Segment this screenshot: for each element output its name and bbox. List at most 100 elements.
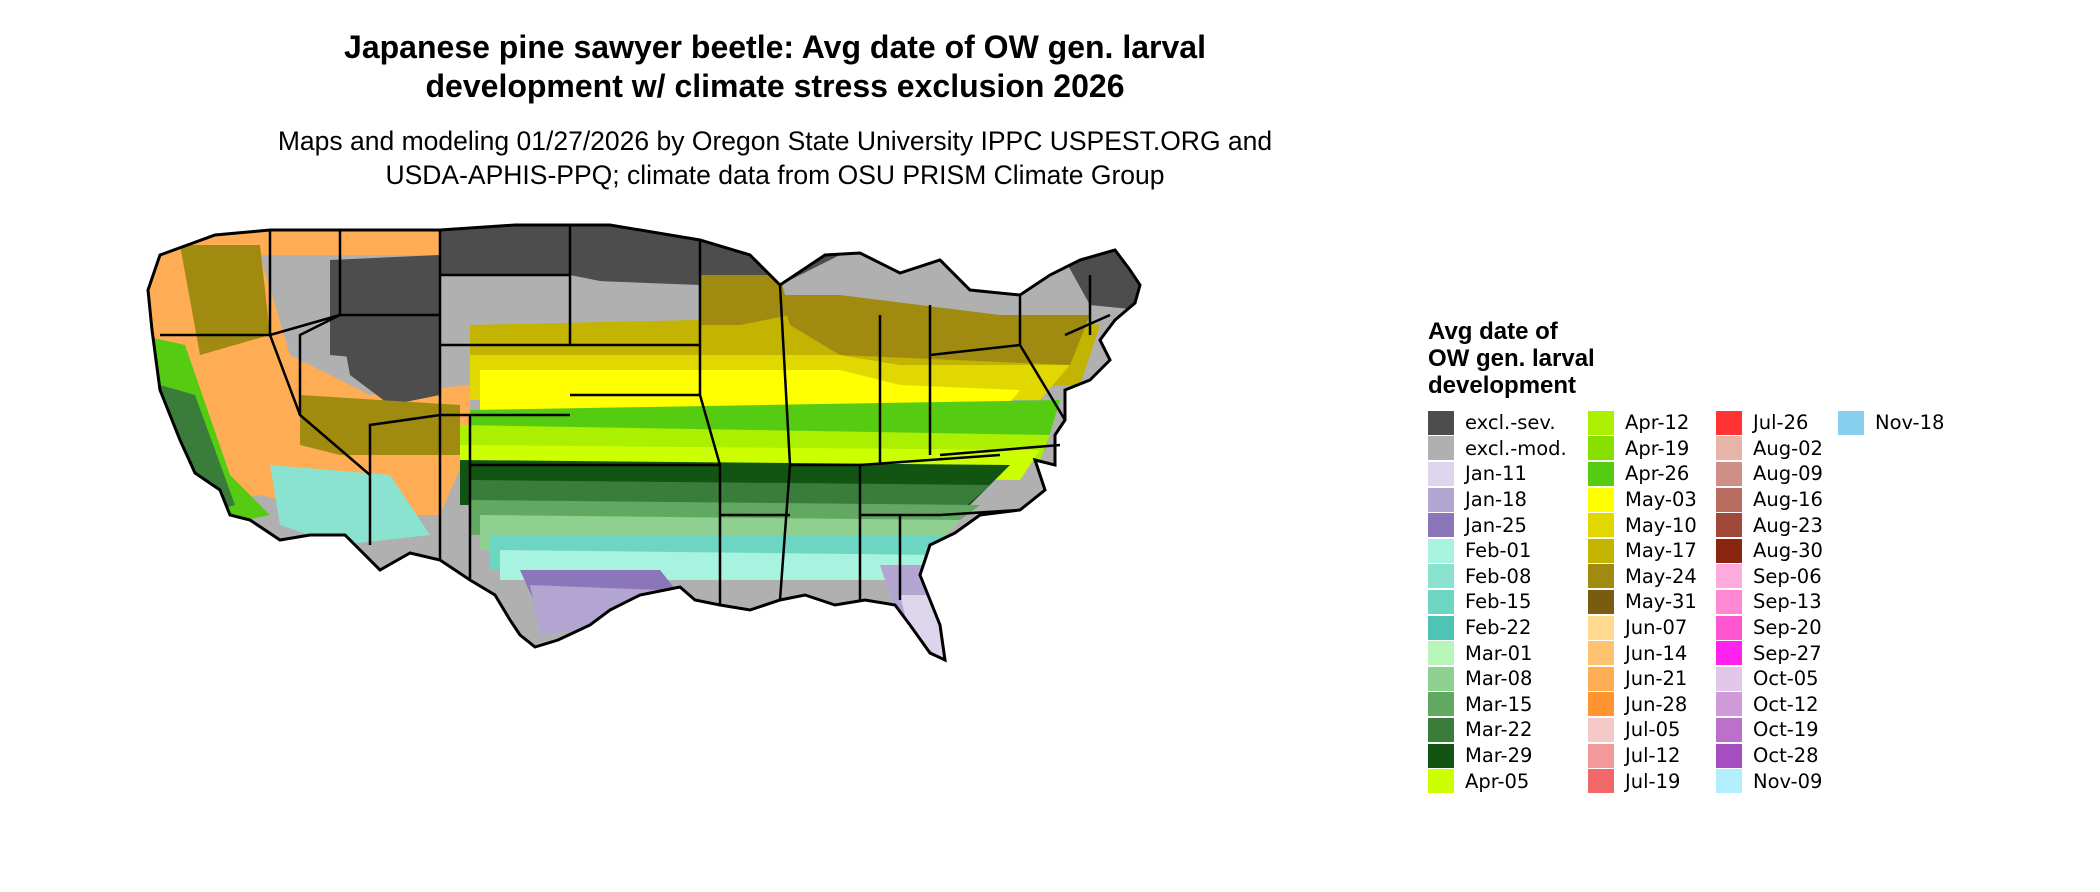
legend-item: Jun-14 — [1588, 640, 1697, 666]
legend-item: Aug-16 — [1716, 487, 1823, 513]
legend-label: Aug-23 — [1753, 513, 1823, 537]
legend-swatch — [1838, 410, 1864, 435]
legend-item: May-24 — [1588, 564, 1697, 590]
legend-swatch — [1716, 692, 1742, 717]
legend-swatch — [1716, 461, 1742, 486]
legend-item: Jan-18 — [1428, 487, 1567, 513]
raster-west-olive — [180, 245, 270, 355]
legend-label: Mar-22 — [1465, 718, 1533, 742]
legend-swatch — [1716, 589, 1742, 614]
state-borders — [160, 225, 1111, 605]
legend-swatch — [1716, 513, 1742, 538]
legend-column: Nov-18 — [1838, 410, 1944, 436]
legend-label: Apr-26 — [1625, 462, 1690, 486]
legend-item: Jun-07 — [1588, 615, 1697, 641]
legend-label: Feb-15 — [1465, 590, 1532, 614]
legend-item: Sep-06 — [1716, 564, 1823, 590]
state-border-lines — [160, 225, 1111, 605]
legend-swatch — [1428, 589, 1454, 614]
us-map — [146, 223, 1142, 663]
legend-label: May-03 — [1625, 488, 1697, 512]
legend-item: excl.-sev. — [1428, 410, 1567, 436]
legend-label: Jun-21 — [1625, 667, 1688, 691]
legend-label: Feb-22 — [1465, 616, 1532, 640]
legend-item: Apr-12 — [1588, 410, 1697, 436]
legend-swatch — [1716, 666, 1742, 691]
legend-label: Jul-19 — [1625, 769, 1681, 793]
legend-item: Nov-09 — [1716, 768, 1823, 794]
legend-label: Oct-05 — [1753, 667, 1819, 691]
raster-west-coast-dark — [160, 385, 235, 515]
legend-label: Mar-15 — [1465, 692, 1533, 716]
legend-swatch — [1428, 513, 1454, 538]
legend-item: Apr-19 — [1588, 436, 1697, 462]
legend-item: Nov-18 — [1838, 410, 1944, 436]
legend-item: Mar-08 — [1428, 666, 1567, 692]
legend-label: Jul-05 — [1625, 718, 1681, 742]
legend-column: excl.-sev. excl.-mod. Jan-11 Jan-18 Jan-25 Fe… — [1428, 410, 1567, 794]
legend-label: Oct-28 — [1753, 744, 1819, 768]
legend-swatch — [1588, 666, 1614, 691]
legend-label: Jan-18 — [1465, 488, 1527, 512]
legend-item: Apr-26 — [1588, 461, 1697, 487]
legend-swatch — [1716, 436, 1742, 461]
legend-label: Aug-16 — [1753, 488, 1823, 512]
legend-item: Mar-15 — [1428, 692, 1567, 718]
legend-swatch — [1428, 717, 1454, 742]
legend-label: Jun-07 — [1625, 616, 1688, 640]
legend-item: Aug-23 — [1716, 512, 1823, 538]
legend-swatch — [1588, 410, 1614, 435]
map-subtitle-line-1: Maps and modeling 01/27/2026 by Oregon S… — [277, 126, 1273, 156]
legend-item: Aug-09 — [1716, 461, 1823, 487]
legend-swatch — [1588, 641, 1614, 666]
legend-title-line-1: Avg date of — [1428, 318, 1558, 345]
legend-item: Jan-11 — [1428, 461, 1567, 487]
legend-label: Feb-08 — [1465, 564, 1532, 588]
legend-swatch — [1588, 589, 1614, 614]
raster-southwest-olive — [300, 395, 460, 455]
legend-label: Apr-19 — [1625, 436, 1690, 460]
raster-florida-jan11 — [900, 595, 950, 660]
legend-swatch — [1428, 769, 1454, 794]
legend-label: May-24 — [1625, 564, 1697, 588]
legend-swatch — [1716, 538, 1742, 563]
legend-item: Oct-28 — [1716, 743, 1823, 769]
legend-label: Sep-13 — [1753, 590, 1822, 614]
legend-item: Aug-30 — [1716, 538, 1823, 564]
legend-item: excl.-mod. — [1428, 436, 1567, 462]
legend-label: Jan-11 — [1465, 462, 1527, 486]
legend-title-line-3: development — [1428, 372, 1577, 399]
legend-swatch — [1716, 743, 1742, 768]
legend-item: Jul-19 — [1588, 768, 1697, 794]
legend-item: May-03 — [1588, 487, 1697, 513]
legend-label: Mar-08 — [1465, 667, 1533, 691]
legend-swatch — [1428, 615, 1454, 640]
legend-label: Apr-12 — [1625, 411, 1690, 435]
legend-column: Jul-26 Aug-02 Aug-09 Aug-16 Aug-23 Aug-30 Sep-… — [1716, 410, 1823, 794]
legend-label: Oct-12 — [1753, 692, 1819, 716]
legend-item: Jun-21 — [1588, 666, 1697, 692]
legend-swatch — [1428, 487, 1454, 512]
legend-item: Oct-12 — [1716, 692, 1823, 718]
legend-item: Jun-28 — [1588, 692, 1697, 718]
legend-item: Sep-13 — [1716, 589, 1823, 615]
legend-swatch — [1588, 436, 1614, 461]
legend-swatch — [1588, 743, 1614, 768]
map-subtitle-line-2: USDA-APHIS-PPQ; climate data from OSU PR… — [385, 160, 1165, 190]
legend-swatch — [1716, 487, 1742, 512]
legend-item: Feb-08 — [1428, 564, 1567, 590]
legend-item: Feb-01 — [1428, 538, 1567, 564]
legend-column: Apr-12 Apr-19 Apr-26 May-03 May-10 May-17 May-… — [1588, 410, 1697, 794]
legend-item: Feb-15 — [1428, 589, 1567, 615]
legend-item: Jan-25 — [1428, 512, 1567, 538]
legend-label: Mar-01 — [1465, 641, 1533, 665]
legend-label: excl.-mod. — [1465, 436, 1567, 460]
legend-swatch — [1716, 641, 1742, 666]
legend-label: Sep-20 — [1753, 616, 1822, 640]
legend-label: Oct-19 — [1753, 718, 1819, 742]
legend-item: Jul-26 — [1716, 410, 1823, 436]
legend-label: Mar-29 — [1465, 744, 1533, 768]
legend-item: Mar-01 — [1428, 640, 1567, 666]
legend-swatch — [1716, 615, 1742, 640]
legend-swatch — [1716, 717, 1742, 742]
